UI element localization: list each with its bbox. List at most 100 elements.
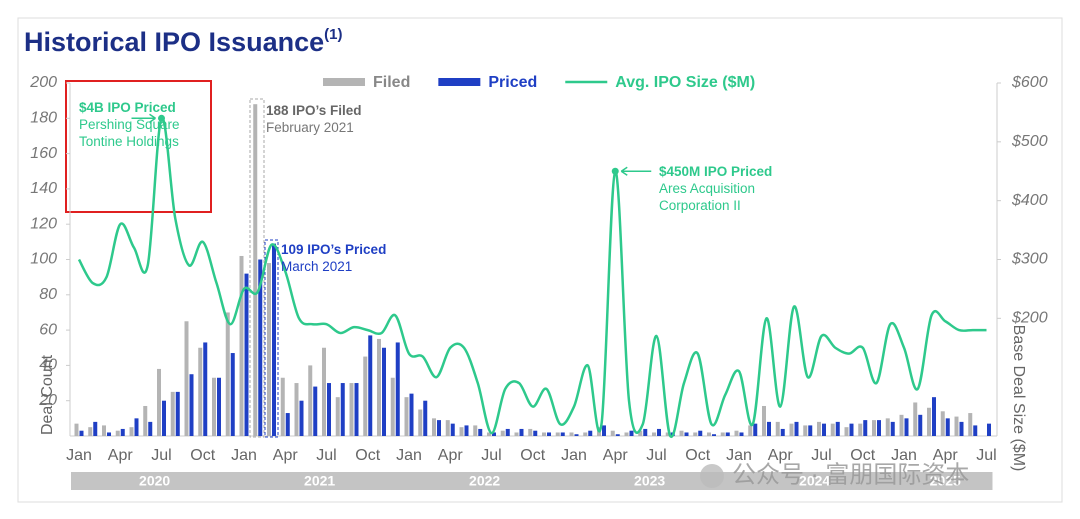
y-tick-label: 200	[29, 74, 57, 91]
bar	[368, 335, 373, 436]
y-axis-label: Deal Count	[39, 354, 56, 435]
bar	[918, 414, 923, 436]
bar	[377, 338, 381, 436]
bar	[542, 432, 546, 436]
bar	[698, 430, 703, 436]
legend-item: Priced	[438, 74, 537, 91]
bar	[382, 347, 386, 436]
bar	[212, 377, 216, 436]
bar	[478, 428, 483, 436]
legend-label: Priced	[488, 74, 537, 91]
bar	[844, 427, 849, 436]
bar	[363, 356, 368, 436]
bar	[134, 418, 139, 436]
year-band	[71, 472, 237, 490]
annotation-title: 109 IPO’s Priced	[281, 242, 387, 257]
legend-item: Filed	[323, 74, 410, 91]
bar	[285, 413, 290, 436]
x-tick-label: Apr	[438, 447, 464, 464]
bar	[184, 321, 189, 436]
bar	[973, 425, 978, 436]
legend-swatch	[438, 78, 481, 86]
bar	[93, 421, 98, 436]
bar	[327, 383, 331, 436]
x-tick-label: Jul	[151, 447, 171, 464]
year-band	[896, 472, 993, 490]
bar	[775, 421, 780, 436]
x-tick-label: Jan	[891, 447, 917, 464]
bar	[157, 368, 161, 436]
annotation-title: $450M IPO Priced	[659, 164, 773, 179]
y2-tick-label: $300	[1011, 251, 1048, 268]
bar	[107, 432, 111, 436]
bar	[830, 423, 835, 436]
bar	[574, 434, 579, 436]
bar	[115, 430, 120, 436]
bar	[643, 428, 648, 436]
x-tick-label: Jan	[396, 447, 422, 464]
annotation-text: Ares Acquisition Corporation II	[659, 181, 756, 213]
bar	[198, 347, 203, 436]
y-tick-label: 160	[30, 145, 57, 162]
bar	[913, 402, 918, 436]
bar	[74, 423, 79, 436]
bar	[712, 434, 716, 436]
x-tick-label: Jan	[231, 447, 257, 464]
bar	[299, 400, 304, 436]
bar	[547, 432, 551, 436]
bar	[932, 397, 936, 436]
bar	[102, 425, 106, 436]
bar	[629, 430, 634, 436]
bar	[404, 397, 409, 436]
bar	[308, 365, 313, 436]
y2-tick-label: $200	[1011, 310, 1048, 327]
x-tick-label: Oct	[190, 447, 215, 464]
bar	[753, 423, 758, 436]
bar	[849, 423, 854, 436]
bar	[170, 391, 175, 436]
x-tick-label: Jan	[561, 447, 587, 464]
bar	[505, 428, 510, 436]
bar	[294, 383, 299, 436]
bar	[459, 427, 464, 436]
x-tick-label: Apr	[933, 447, 959, 464]
annotation: $450M IPO Priced Ares Acquisition Corpora…	[659, 163, 809, 214]
annotation-title: 188 IPO’s Filed	[266, 103, 362, 118]
bar	[959, 421, 964, 436]
x-tick-label: Oct	[685, 447, 710, 464]
bar	[272, 243, 276, 436]
bar	[657, 428, 661, 436]
bar	[533, 430, 538, 436]
bar	[808, 425, 813, 436]
x-tick-label: Jan	[66, 447, 92, 464]
bar	[418, 409, 423, 436]
year-band	[731, 472, 897, 490]
x-tick-label: Apr	[108, 447, 134, 464]
bar	[88, 427, 93, 436]
bar	[780, 428, 785, 436]
bar	[390, 377, 395, 436]
x-tick-label: Jul	[481, 447, 501, 464]
bar	[817, 421, 821, 436]
bar	[217, 377, 221, 436]
year-band	[236, 472, 402, 490]
bar	[464, 425, 469, 436]
bar	[79, 430, 84, 436]
bar	[899, 414, 904, 436]
bar	[162, 400, 166, 436]
bar	[189, 374, 194, 436]
annotation-dot	[611, 167, 619, 175]
year-label: 2022	[469, 473, 500, 489]
bar	[890, 421, 895, 436]
y-tick-label: 100	[30, 251, 57, 268]
year-label: 2020	[139, 473, 170, 489]
bar	[409, 393, 414, 436]
watermark-icon	[700, 464, 724, 488]
bar	[725, 432, 730, 436]
bar	[253, 104, 258, 437]
bar	[143, 405, 148, 436]
bar	[267, 263, 271, 436]
year-label: 2025	[930, 473, 961, 489]
watermark: 公众号 · 富朋国际资本	[732, 461, 969, 488]
